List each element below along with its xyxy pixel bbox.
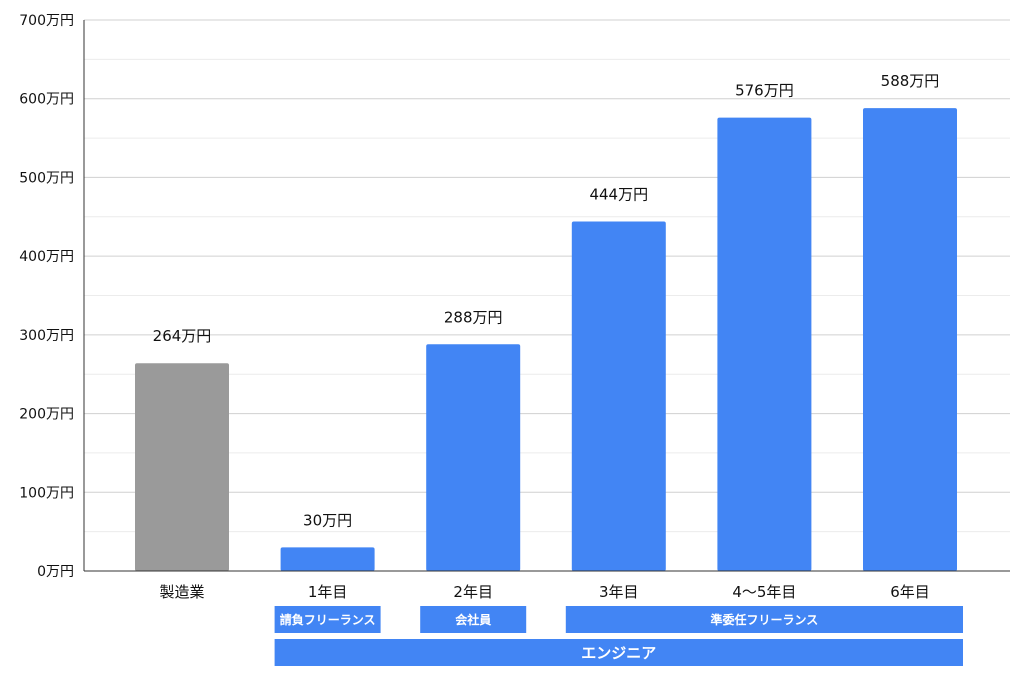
- data-label: 264万円: [153, 327, 212, 345]
- data-label: 288万円: [444, 308, 503, 326]
- category-label: 1年目: [308, 583, 348, 601]
- y-tick-label: 700万円: [19, 13, 74, 29]
- y-tick-label: 300万円: [19, 328, 74, 344]
- bar: [863, 108, 957, 571]
- y-tick-label: 400万円: [19, 249, 74, 265]
- category-labels: 製造業 1年目 2年目 3年目 4〜5年目 6年目: [159, 583, 929, 601]
- bar: [717, 117, 812, 571]
- group-band-label: 請負フリーランス: [280, 612, 376, 627]
- y-tick-label: 100万円: [19, 485, 74, 501]
- group-band: [274, 606, 381, 633]
- y-axis-ticks: 0万円 100万円 200万円 300万円 400万円 500万円 600万円 700万円: [19, 13, 74, 580]
- gridlines: [84, 19, 1010, 572]
- bar: [135, 363, 229, 571]
- data-label: 576万円: [735, 82, 794, 100]
- supergroup-band: [274, 639, 964, 666]
- data-label: 444万円: [589, 186, 648, 204]
- bars: [135, 108, 957, 571]
- group-band-label: 会社員: [455, 612, 491, 627]
- y-tick-label: 500万円: [19, 170, 74, 186]
- category-label: 3年目: [599, 583, 639, 601]
- group-band: [565, 606, 963, 633]
- bar: [426, 344, 521, 571]
- y-tick-label: 0万円: [37, 564, 74, 580]
- y-tick-label: 600万円: [19, 92, 74, 108]
- bar: [280, 547, 375, 571]
- category-label: 6年目: [890, 583, 930, 601]
- supergroup-band-label: エンジニア: [581, 644, 656, 662]
- bar: [571, 221, 666, 571]
- category-label: 4〜5年目: [732, 583, 796, 601]
- data-label: 30万円: [303, 511, 352, 529]
- category-label: 製造業: [159, 583, 204, 601]
- category-label: 2年目: [453, 583, 493, 601]
- data-label: 588万円: [881, 72, 940, 90]
- y-tick-label: 200万円: [19, 407, 74, 423]
- group-band-label: 準委任フリーランス: [711, 612, 819, 627]
- data-labels: 264万円 30万円 288万円 444万円 576万円 588万円: [153, 72, 940, 529]
- group-band: [420, 606, 527, 633]
